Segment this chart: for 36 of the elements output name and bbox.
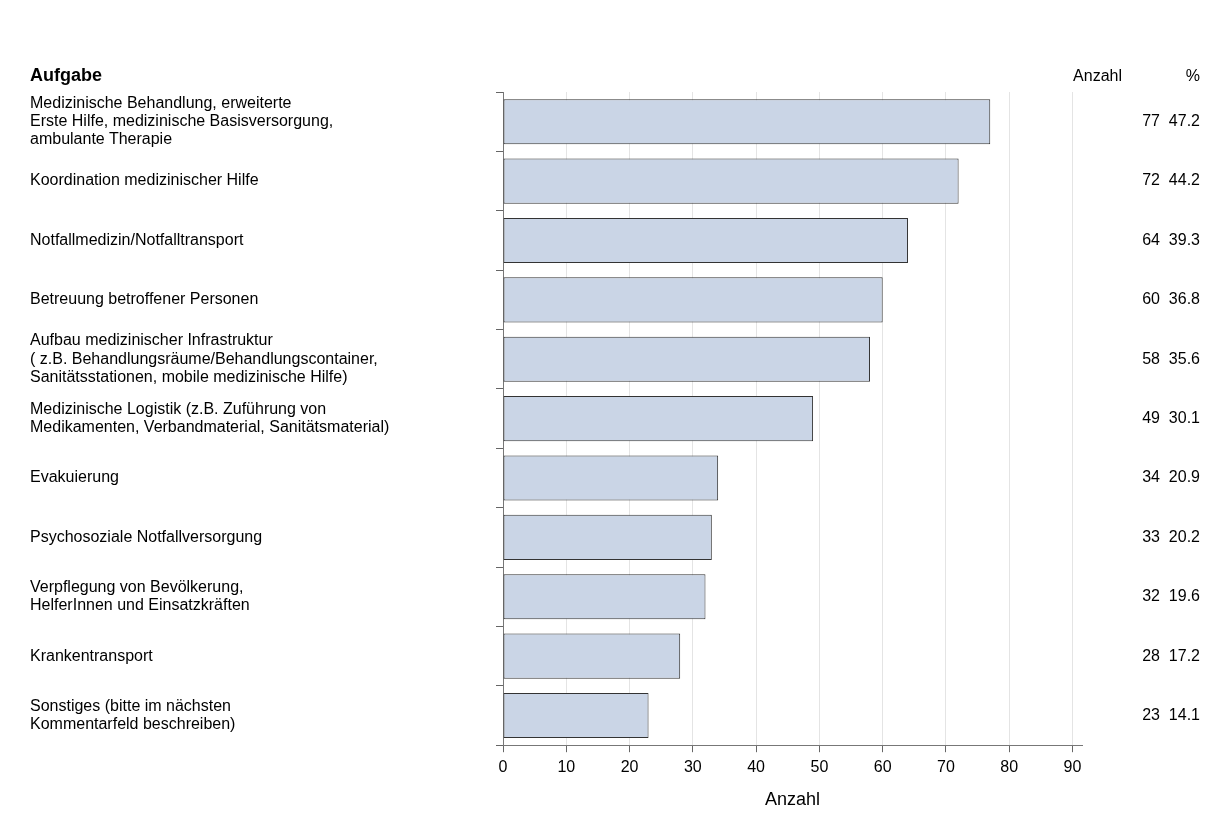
y-tick-label: Sonstiges (bitte im nächsten Kommentarfeld beschreiben) bbox=[30, 696, 236, 733]
y-axis-title: Aufgabe bbox=[30, 65, 102, 85]
x-tick-label: 0 bbox=[498, 758, 508, 776]
data-label: 77 47.2 bbox=[1142, 112, 1201, 130]
x-axis-title: Anzahl bbox=[764, 789, 821, 810]
y-tick-label: Krankentransport bbox=[30, 646, 154, 664]
text: Anzahl bbox=[1073, 67, 1122, 84]
y-tick-label: Aufbau medizinischer Infrastruktur ( z.B. Behandlungsräume/Behandlungscontainer, Sanitätsstationen, mobile medizinische Hilfe) bbox=[30, 331, 378, 386]
x-tick-label: 30 bbox=[683, 758, 702, 776]
data-label: 28 17.2 bbox=[1142, 646, 1201, 664]
y-tick-label: Betreuung betroffener Personen bbox=[30, 290, 259, 308]
data-label: 23 14.1 bbox=[1142, 705, 1201, 723]
y-tick-label: Verpflegung von Bevölkerung, HelferInnen und Einsatzkräften bbox=[30, 577, 250, 614]
y-tick-label: Evakuierung bbox=[30, 468, 119, 486]
y-tick-label: Notfallmedizin/Notfalltransport bbox=[30, 230, 244, 248]
data-label: 49 30.1 bbox=[1142, 409, 1201, 427]
data-label: 58 35.6 bbox=[1142, 349, 1201, 367]
y-tick-label: Koordination medizinischer Hilfe bbox=[30, 171, 259, 189]
data-label: 60 36.8 bbox=[1142, 290, 1201, 308]
y-tick-label: Psychosoziale Notfallversorgung bbox=[30, 527, 263, 545]
x-tick-label: 50 bbox=[810, 758, 829, 776]
data-label: 72 44.2 bbox=[1142, 171, 1201, 189]
x-tick-label: 60 bbox=[873, 758, 892, 776]
y-tick-label: Medizinische Logistik (z.B. Zuführung von Medikamenten, Verbandmaterial, Sanitätsmaterial) bbox=[30, 399, 390, 436]
x-tick-label: 20 bbox=[620, 758, 639, 776]
x-tick-label: 40 bbox=[747, 758, 766, 776]
data-label: 33 20.2 bbox=[1142, 527, 1201, 545]
x-tick-label: 90 bbox=[1063, 758, 1082, 776]
data-label: 64 39.3 bbox=[1142, 230, 1201, 248]
x-tick-label: 80 bbox=[1000, 758, 1019, 776]
x-tick-label: 70 bbox=[937, 758, 955, 776]
y-tick-label: Medizinische Behandlung, erweiterte Erste Hilfe, medizinische Basisversorgung, ambulante Therapie bbox=[30, 93, 334, 148]
text: % bbox=[1185, 67, 1200, 84]
data-label: 34 20.9 bbox=[1142, 468, 1201, 486]
x-tick-label: 10 bbox=[557, 758, 576, 776]
data-label: 32 19.6 bbox=[1142, 587, 1201, 605]
